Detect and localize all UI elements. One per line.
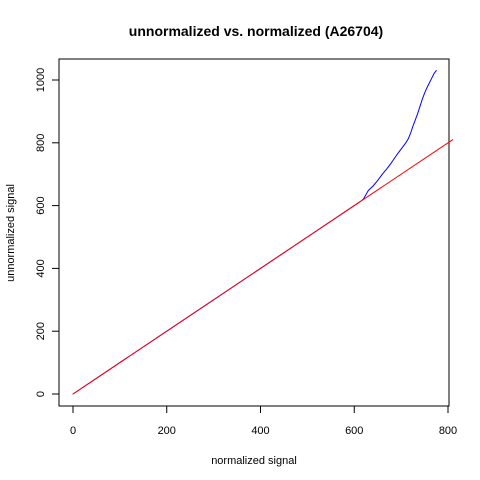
y-tick-label-1: 200 — [35, 322, 47, 340]
y-tick-label-0: 0 — [35, 391, 47, 397]
y-tick-label-4: 800 — [35, 134, 47, 152]
x-tick-label-3: 600 — [345, 425, 363, 437]
y-tick-label-2: 400 — [35, 259, 47, 277]
y-tick-label-3: 600 — [35, 196, 47, 214]
chart-title: unnormalized vs. normalized (A26704) — [129, 23, 383, 39]
x-tick-label-1: 200 — [158, 425, 176, 437]
x-tick-label-4: 800 — [439, 425, 457, 437]
x-axis-label: normalized signal — [211, 455, 297, 467]
series-line-1 — [72, 139, 454, 395]
series-layer — [72, 70, 454, 395]
x-tick-label-0: 0 — [70, 425, 76, 437]
plot-frame — [58, 58, 450, 407]
y-axis-label: unnormalized signal — [5, 184, 17, 282]
y-axis: 0 200 400 600 800 1000 — [35, 68, 60, 397]
series-line-0 — [72, 70, 437, 395]
x-tick-label-2: 400 — [251, 425, 269, 437]
x-axis: 0 200 400 600 800 — [70, 405, 457, 437]
y-tick-label-5: 1000 — [35, 68, 47, 92]
